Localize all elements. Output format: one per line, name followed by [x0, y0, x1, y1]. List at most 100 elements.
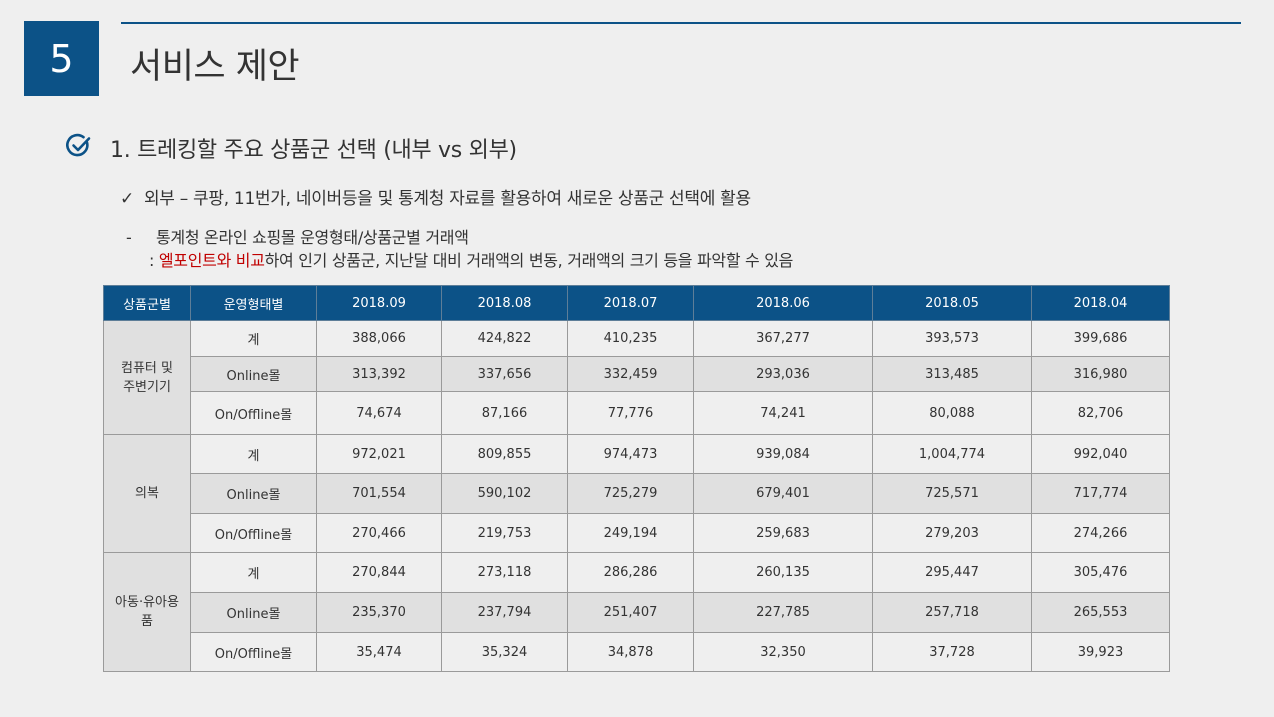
value-cell: 87,166	[441, 391, 568, 435]
value-cell: 257,718	[872, 592, 1032, 633]
group-label-cell: 컴퓨터 및 주변기기	[103, 320, 191, 435]
value-cell: 270,844	[316, 552, 442, 593]
transaction-table: 상품군별 운영형태별 2018.09 2018.08 2018.07 2018.…	[103, 285, 1170, 672]
value-cell: 332,459	[567, 356, 694, 392]
header-cell: 2018.05	[872, 285, 1032, 321]
value-cell: 725,279	[567, 473, 694, 514]
value-cell: 679,401	[693, 473, 873, 514]
value-cell: 249,194	[567, 513, 694, 553]
value-cell: 1,004,774	[872, 434, 1032, 474]
value-cell: 286,286	[567, 552, 694, 593]
dash-marker: -	[126, 228, 132, 247]
value-cell: 235,370	[316, 592, 442, 633]
value-cell: 273,118	[441, 552, 568, 593]
table-row: On/Offline몰 74,674 87,166 77,776 74,241 80,08…	[104, 391, 1170, 435]
header-cell: 운영형태별	[190, 285, 317, 321]
header-cell: 2018.09	[316, 285, 442, 321]
value-cell: 274,266	[1031, 513, 1170, 553]
section-number-badge: 5	[24, 21, 99, 96]
description-highlight: 엘포인트와 비교	[158, 251, 265, 270]
value-cell: 80,088	[872, 391, 1032, 435]
value-cell: 809,855	[441, 434, 568, 474]
value-cell: 313,485	[872, 356, 1032, 392]
value-cell: 939,084	[693, 434, 873, 474]
bullet-external-text: 외부 – 쿠팡, 11번가, 네이버등을 및 통계청 자료를 활용하여 새로운 …	[143, 189, 751, 209]
value-cell: 270,466	[316, 513, 442, 553]
value-cell: 725,571	[872, 473, 1032, 514]
value-cell: 260,135	[693, 552, 873, 593]
header-cell: 2018.08	[441, 285, 568, 321]
value-cell: 279,203	[872, 513, 1032, 553]
description-rest: 하여 인기 상품군, 지난달 대비 거래액의 변동, 거래액의 크기 등을 파악…	[264, 251, 794, 270]
value-cell: 399,686	[1031, 320, 1170, 357]
value-cell: 35,474	[316, 632, 442, 672]
section-heading-text: 1. 트레킹할 주요 상품군 선택 (내부 vs 외부)	[110, 138, 517, 163]
table-row: 의복 계 972,021 809,855 974,473 939,084 1,004,774…	[103, 434, 1170, 553]
bullet-description: : 엘포인트와 비교하여 인기 상품군, 지난달 대비 거래액의 변동, 거래액…	[149, 247, 793, 271]
value-cell: 701,554	[316, 473, 442, 514]
table-row: On/Offline몰 35,474 35,324 34,878 32,350 37,72…	[104, 632, 1170, 672]
type-label-cell: Online몰	[190, 473, 317, 514]
value-cell: 316,980	[1031, 356, 1170, 392]
table-header-row: 상품군별 운영형태별 2018.09 2018.08 2018.07 2018.…	[103, 285, 1170, 321]
value-cell: 82,706	[1031, 391, 1170, 435]
table-row: Online몰 701,554 590,102 725,279 679,401 725,5…	[104, 473, 1170, 514]
type-label-cell: On/Offline몰	[190, 632, 317, 672]
bullet-external: ✓ 외부 – 쿠팡, 11번가, 네이버등을 및 통계청 자료를 활용하여 새로운…	[120, 184, 751, 209]
value-cell: 313,392	[316, 356, 442, 392]
type-label-cell: 계	[190, 320, 317, 357]
table-row: Online몰 235,370 237,794 251,407 227,785 257,7…	[104, 592, 1170, 633]
header-cell: 2018.07	[567, 285, 694, 321]
value-cell: 32,350	[693, 632, 873, 672]
value-cell: 39,923	[1031, 632, 1170, 672]
value-cell: 295,447	[872, 552, 1032, 593]
bullet-stat-source: - 통계청 온라인 쇼핑몰 운영형태/상품군별 거래액	[126, 224, 469, 248]
value-cell: 237,794	[441, 592, 568, 633]
section-heading: 1. 트레킹할 주요 상품군 선택 (내부 vs 외부)	[66, 132, 517, 164]
group-label-cell: 의복	[103, 434, 191, 553]
type-label-cell: On/Offline몰	[190, 513, 317, 553]
type-label-cell: Online몰	[190, 356, 317, 392]
value-cell: 37,728	[872, 632, 1032, 672]
header-cell: 상품군별	[103, 285, 191, 321]
header-divider	[121, 22, 1241, 24]
value-cell: 424,822	[441, 320, 568, 357]
value-cell: 393,573	[872, 320, 1032, 357]
check-circle-icon	[66, 133, 92, 163]
header-cell: 2018.06	[693, 285, 873, 321]
page-title: 서비스 제안	[130, 47, 300, 87]
table-row: On/Offline몰 270,466 219,753 249,194 259,683 2…	[104, 513, 1170, 553]
value-cell: 77,776	[567, 391, 694, 435]
value-cell: 265,553	[1031, 592, 1170, 633]
value-cell: 305,476	[1031, 552, 1170, 593]
type-label-cell: 계	[190, 552, 317, 593]
table-row: 아동·유아용 품 계 270,844 273,118 286,286 260,135 295…	[103, 552, 1170, 672]
value-cell: 74,241	[693, 391, 873, 435]
value-cell: 227,785	[693, 592, 873, 633]
value-cell: 410,235	[567, 320, 694, 357]
value-cell: 367,277	[693, 320, 873, 357]
description-prefix: :	[149, 251, 159, 270]
value-cell: 74,674	[316, 391, 442, 435]
type-label-cell: 계	[190, 434, 317, 474]
table-row: 컴퓨터 및 주변기기 계 388,066 424,822 410,235 367,277 3…	[103, 320, 1170, 435]
value-cell: 974,473	[567, 434, 694, 474]
value-cell: 337,656	[441, 356, 568, 392]
table-row: Online몰 313,392 337,656 332,459 293,036 313,4…	[104, 356, 1170, 392]
value-cell: 717,774	[1031, 473, 1170, 514]
checkmark-icon: ✓	[120, 189, 134, 209]
header-cell: 2018.04	[1031, 285, 1170, 321]
value-cell: 251,407	[567, 592, 694, 633]
value-cell: 34,878	[567, 632, 694, 672]
type-label-cell: On/Offline몰	[190, 391, 317, 435]
value-cell: 590,102	[441, 473, 568, 514]
value-cell: 388,066	[316, 320, 442, 357]
value-cell: 992,040	[1031, 434, 1170, 474]
value-cell: 293,036	[693, 356, 873, 392]
bullet-stat-source-text: 통계청 온라인 쇼핑몰 운영형태/상품군별 거래액	[156, 228, 469, 247]
value-cell: 972,021	[316, 434, 442, 474]
type-label-cell: Online몰	[190, 592, 317, 633]
value-cell: 35,324	[441, 632, 568, 672]
value-cell: 219,753	[441, 513, 568, 553]
group-label-cell: 아동·유아용 품	[103, 552, 191, 672]
